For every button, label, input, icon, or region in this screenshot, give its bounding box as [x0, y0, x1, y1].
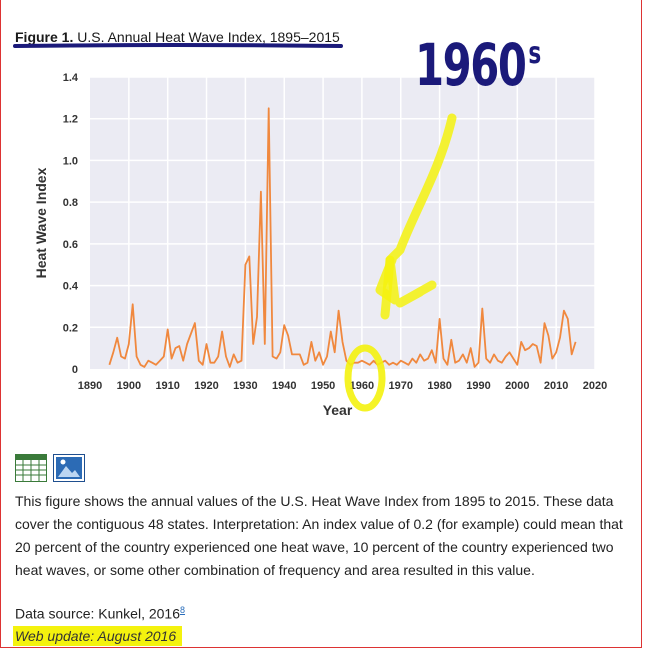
highlight-circle [344, 344, 386, 412]
highlight-arrow-shaft [380, 255, 395, 320]
y-tick-label: 0.8 [63, 197, 78, 209]
y-tick-label: 0.4 [63, 281, 79, 293]
y-tick-label: 0.6 [63, 239, 78, 251]
x-tick-label: 1940 [272, 380, 296, 392]
series-line [108, 107, 577, 368]
y-tick-label: 1.2 [63, 114, 78, 126]
data-source: Data source: Kunkel, 20168 [15, 605, 185, 622]
annotation-suffix: s [528, 36, 541, 71]
handwritten-annotation: 1960s [415, 36, 541, 94]
x-tick-label: 1920 [194, 380, 218, 392]
figure-description: This figure shows the annual values of t… [15, 493, 623, 578]
y-axis-label: Heat Wave Index [33, 167, 49, 278]
x-tick-label: 2020 [583, 380, 607, 392]
x-tick-label: 1900 [117, 380, 141, 392]
web-update: Web update: August 2016 [13, 626, 183, 646]
image-icon[interactable] [53, 454, 85, 482]
x-tick-label: 1930 [233, 380, 257, 392]
title-underline-marker [13, 43, 343, 48]
y-tick-label: 1.4 [63, 72, 79, 84]
x-tick-label: 1950 [311, 380, 335, 392]
x-tick-label: 2010 [544, 380, 568, 392]
annotation-text: 1960 [415, 31, 527, 99]
y-tick-label: 0.2 [63, 322, 78, 334]
x-axis-label: Year [323, 402, 353, 418]
plot-background [90, 77, 595, 369]
data-source-text: Data source: Kunkel, 2016 [15, 605, 180, 622]
heat-wave-chart: 1890 1900 1910 1920 1930 1940 1950 1960 1970 1980… [33, 72, 607, 418]
x-tick-label: 1960 [350, 380, 374, 392]
y-tick-label: 1.0 [63, 155, 78, 167]
table-icon[interactable] [15, 454, 47, 482]
figure-title-text: U.S. Annual Heat Wave Index, 1895–2015 [77, 29, 340, 45]
x-tick-label: 1970 [389, 380, 413, 392]
x-tick-label: 1990 [466, 380, 490, 392]
figure-title: Figure 1. U.S. Annual Heat Wave Index, 1… [15, 29, 340, 45]
x-tick-label: 1910 [155, 380, 179, 392]
x-tick-label: 1980 [427, 380, 451, 392]
x-tick-label: 1890 [78, 380, 102, 392]
figure-number: Figure 1. [15, 29, 74, 45]
x-tick-label: 2000 [505, 380, 529, 392]
page-frame [0, 0, 642, 648]
source-reference-link[interactable]: 8 [180, 605, 186, 615]
y-tick-label: 0 [72, 364, 78, 376]
